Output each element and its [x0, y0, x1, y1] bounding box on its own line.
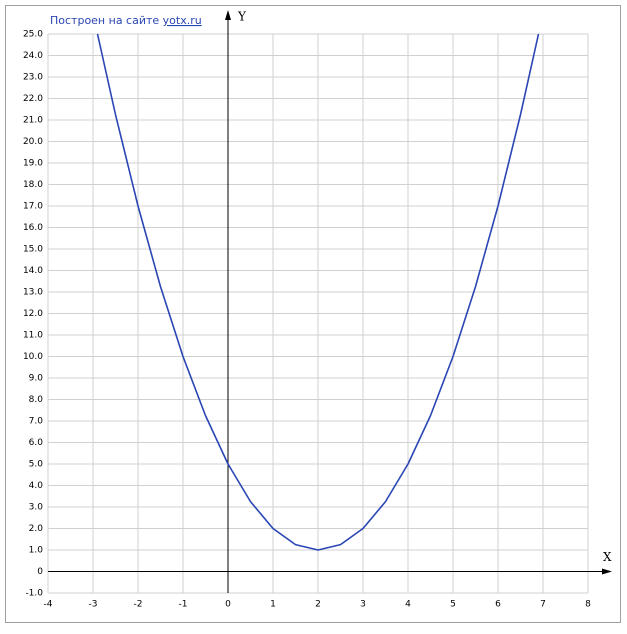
- y-tick-label: 0: [37, 567, 43, 577]
- y-tick-label: 20.0: [23, 137, 43, 147]
- y-axis-label: Y: [237, 10, 247, 24]
- y-tick-label: 23.0: [23, 73, 43, 83]
- x-axis-label: X: [603, 550, 612, 564]
- credit: Построен на сайте yotx.ru: [50, 14, 202, 27]
- x-tick-label: 0: [225, 600, 231, 610]
- x-tick-label: 7: [540, 600, 546, 610]
- y-tick-label: 22.0: [23, 94, 43, 104]
- y-tick-label: 3.0: [29, 503, 44, 513]
- x-tick-label: -2: [134, 600, 143, 610]
- y-arrow: [225, 10, 231, 20]
- y-tick-label: 12.0: [23, 309, 43, 319]
- curve: [96, 33, 540, 551]
- axes: [48, 10, 612, 593]
- y-tick-label: 9.0: [29, 374, 44, 384]
- y-tick-label: 14.0: [23, 266, 43, 276]
- y-tick-label: 17.0: [23, 202, 43, 212]
- y-tick-label: 2.0: [29, 524, 44, 534]
- y-tick-label: 8.0: [29, 395, 44, 405]
- y-tick-label: 21.0: [23, 116, 43, 126]
- x-tick-label: 8: [585, 600, 591, 610]
- y-tick-label: 10.0: [23, 352, 43, 362]
- x-tick-label: -4: [44, 600, 53, 610]
- y-tick-label: 13.0: [23, 288, 43, 298]
- y-tick-label: 1.0: [29, 546, 44, 556]
- y-tick-label: 7.0: [29, 417, 44, 427]
- x-arrow: [602, 568, 612, 575]
- y-tick-label: 16.0: [23, 223, 43, 233]
- x-tick-label: 5: [450, 600, 456, 610]
- y-tick-label: 4.0: [29, 481, 44, 491]
- y-tick-label: 19.0: [23, 159, 43, 169]
- grid: [47, 33, 589, 594]
- y-tick-label: 24.0: [23, 51, 43, 61]
- y-tick-label: 5.0: [29, 460, 44, 470]
- x-tick-label: 2: [315, 600, 321, 610]
- y-tick-label: 18.0: [23, 180, 43, 190]
- x-tick-label: -1: [179, 600, 188, 610]
- y-tick-label: 6.0: [29, 438, 44, 448]
- y-tick-label: 25.0: [23, 30, 43, 40]
- credit-text: Построен на сайте: [50, 14, 159, 27]
- x-tick-label: 4: [405, 600, 411, 610]
- x-tick-label: -3: [89, 600, 98, 610]
- x-tick-label: 1: [270, 600, 276, 610]
- link[interactable]: yotx.ru: [163, 14, 202, 27]
- x-tick-label: 6: [495, 600, 501, 610]
- y-tick-label: 11.0: [23, 331, 43, 341]
- x-tick-label: 3: [360, 600, 366, 610]
- y-tick-label: -1.0: [25, 589, 43, 599]
- y-tick-label: 15.0: [23, 245, 43, 255]
